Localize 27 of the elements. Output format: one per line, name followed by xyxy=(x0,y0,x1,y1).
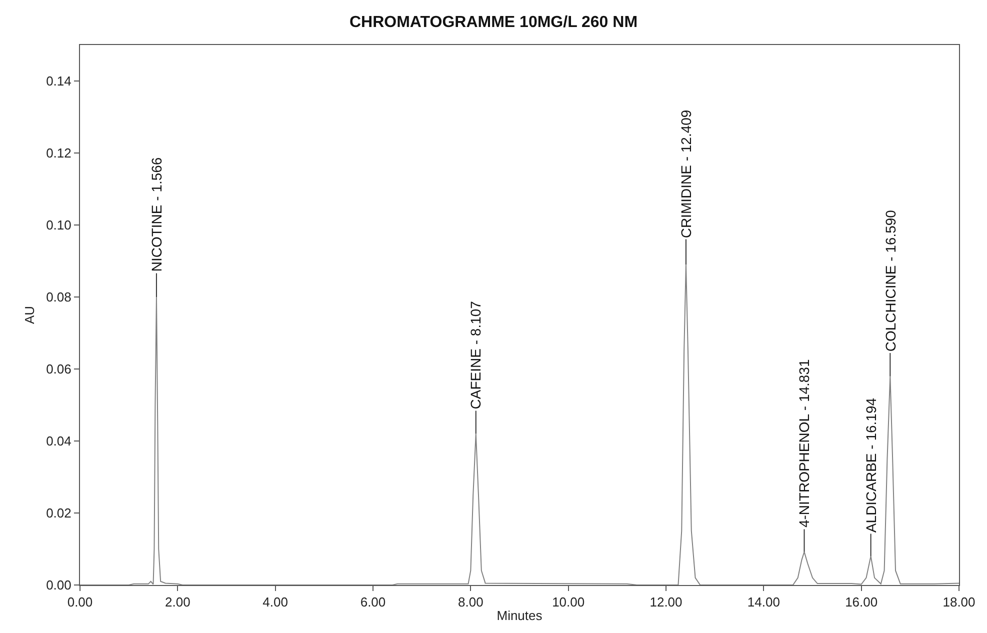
x-tick-label: 10.00 xyxy=(552,594,585,610)
x-tick-label: 12.00 xyxy=(650,594,682,610)
y-tick-label: 0.04 xyxy=(46,434,72,449)
annotation: COLCHICINE - 16.590 xyxy=(882,210,899,352)
x-tick-label: 8.00 xyxy=(458,594,484,610)
y-tick-label: 0.12 xyxy=(46,146,72,161)
y-tick-label: 0.14 xyxy=(46,74,72,89)
x-tick-label: 2.00 xyxy=(165,594,190,610)
x-tick-label: 18.00 xyxy=(942,594,976,610)
annotation: 4-NITROPHENOL - 14.831 xyxy=(796,359,812,528)
x-tick-label: 6.00 xyxy=(360,594,386,610)
x-tick-label: 14.00 xyxy=(747,594,780,610)
y-tick-label: 0.10 xyxy=(46,218,72,233)
x-tick-label: 16.00 xyxy=(845,594,878,610)
y-axis-title: AU xyxy=(22,306,38,324)
x-axis-title: Minutes xyxy=(496,608,543,624)
y-tick-label: 0.02 xyxy=(46,506,72,521)
annotation: CRIMIDINE - 12.409 xyxy=(678,110,694,238)
x-tick-label: 4.00 xyxy=(262,594,288,610)
x-tick-label: 0.00 xyxy=(67,594,93,610)
y-tick-label: 0.08 xyxy=(46,290,72,305)
annotation: ALDICARBE - 16.194 xyxy=(863,398,880,533)
y-tick-label: 0.06 xyxy=(46,362,72,377)
annotation: CAFEINE - 8.107 xyxy=(468,300,484,410)
chart-title: CHROMATOGRAMME 10MG/L 260 NM xyxy=(349,14,638,32)
y-tick-label: 0.00 xyxy=(46,578,72,593)
annotation: NICOTINE - 1.566 xyxy=(148,157,164,272)
